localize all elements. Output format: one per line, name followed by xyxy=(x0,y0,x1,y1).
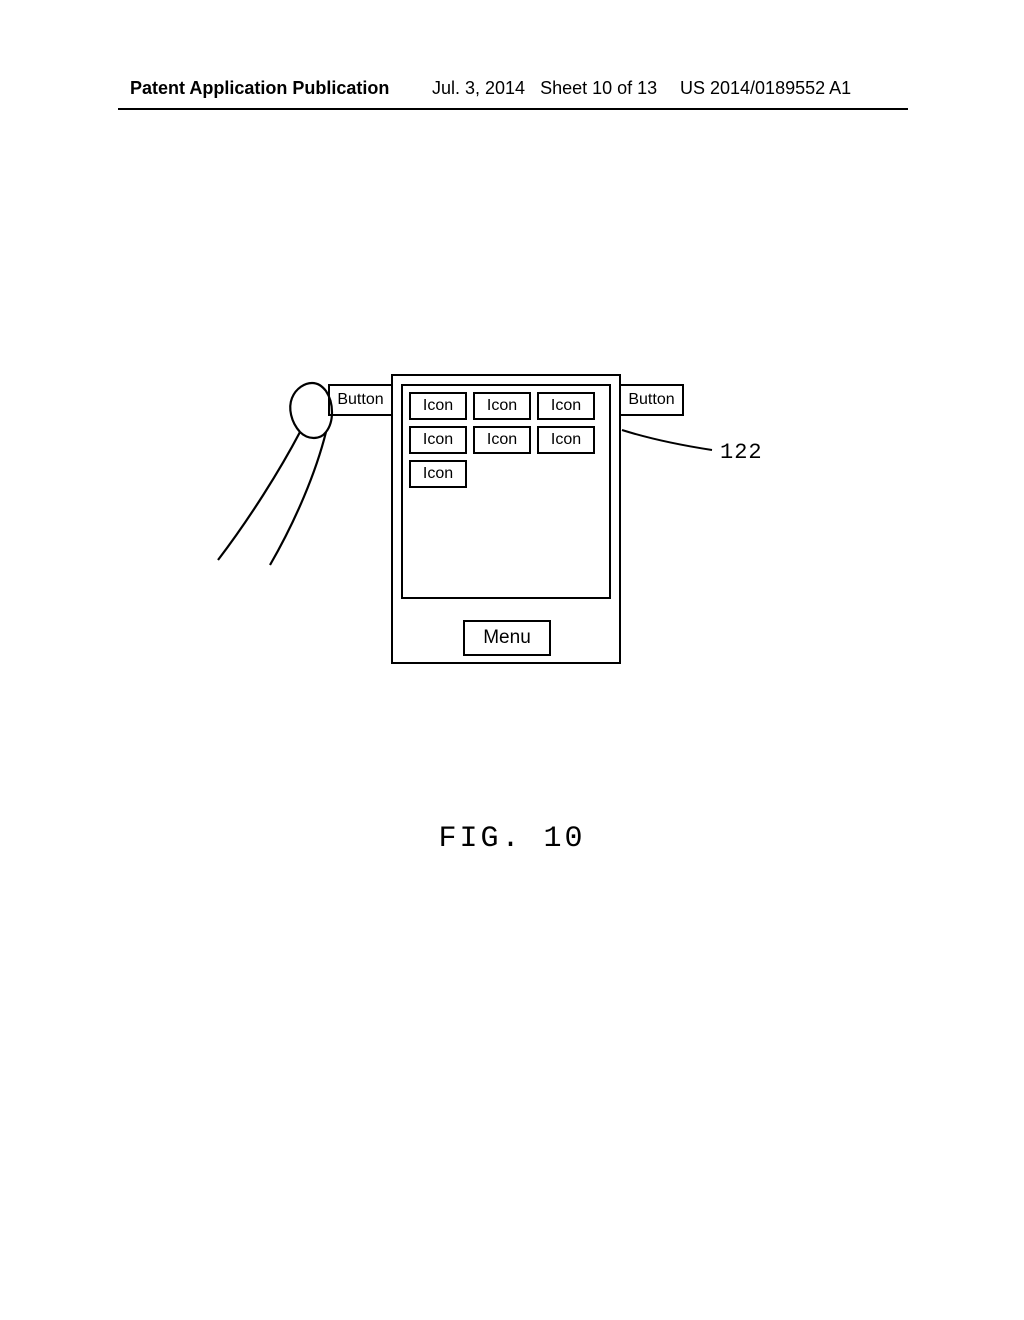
right-side-button-label: Button xyxy=(628,391,674,409)
icon-row-1: Icon Icon Icon xyxy=(409,392,607,420)
left-side-button-label: Button xyxy=(337,391,383,409)
leader-line-122 xyxy=(622,430,712,450)
finger-line-1 xyxy=(218,432,300,560)
reference-number-122: 122 xyxy=(720,440,763,465)
app-icon: Icon xyxy=(409,426,467,454)
figure-10: Button Button Icon Icon Icon Icon Icon I… xyxy=(0,0,1024,1320)
icon-grid: Icon Icon Icon Icon Icon Icon Icon xyxy=(409,392,607,494)
app-icon: Icon xyxy=(537,392,595,420)
patent-page: Patent Application Publication Jul. 3, 2… xyxy=(0,0,1024,1320)
menu-button: Menu xyxy=(463,620,551,656)
menu-button-label: Menu xyxy=(483,627,531,649)
finger-line-2 xyxy=(270,432,326,565)
app-icon: Icon xyxy=(409,460,467,488)
device-body: Icon Icon Icon Icon Icon Icon Icon Menu xyxy=(391,374,621,664)
figure-caption: FIG. 10 xyxy=(0,822,1024,856)
app-icon: Icon xyxy=(537,426,595,454)
finger-tip-outline xyxy=(290,383,332,438)
device-screen: Icon Icon Icon Icon Icon Icon Icon xyxy=(401,384,611,599)
app-icon: Icon xyxy=(473,426,531,454)
right-side-button: Button xyxy=(621,384,684,416)
icon-row-3: Icon xyxy=(409,460,607,488)
left-side-button: Button xyxy=(328,384,391,416)
icon-row-2: Icon Icon Icon xyxy=(409,426,607,454)
app-icon: Icon xyxy=(409,392,467,420)
app-icon: Icon xyxy=(473,392,531,420)
